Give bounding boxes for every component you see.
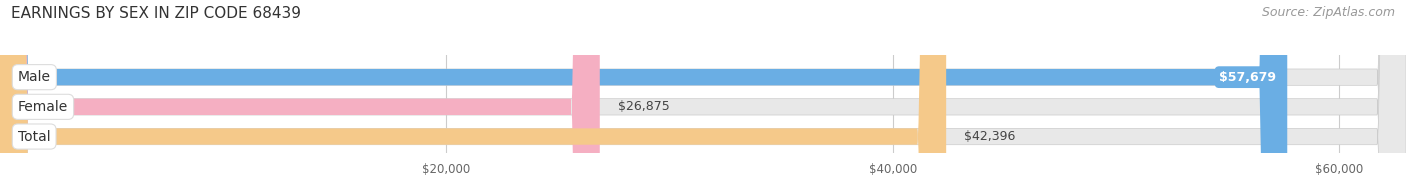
Text: Female: Female <box>18 100 67 114</box>
Text: Total: Total <box>18 130 51 143</box>
Text: Source: ZipAtlas.com: Source: ZipAtlas.com <box>1261 6 1395 19</box>
Text: EARNINGS BY SEX IN ZIP CODE 68439: EARNINGS BY SEX IN ZIP CODE 68439 <box>11 6 301 21</box>
FancyBboxPatch shape <box>0 0 946 196</box>
Text: $57,679: $57,679 <box>1219 71 1277 84</box>
Text: Male: Male <box>18 70 51 84</box>
Text: $26,875: $26,875 <box>617 100 669 113</box>
Text: $42,396: $42,396 <box>965 130 1015 143</box>
FancyBboxPatch shape <box>0 0 600 196</box>
FancyBboxPatch shape <box>0 0 1288 196</box>
